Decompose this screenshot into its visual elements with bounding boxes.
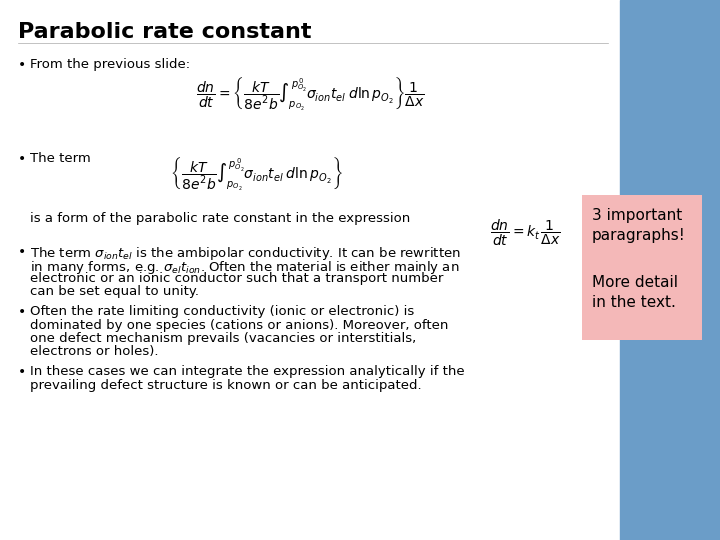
Text: $\dfrac{dn}{dt} = \left\{ \dfrac{kT}{8e^2b} \int_{p_{O_2}}^{p_{O_2}^{\,0}} \sigm: $\dfrac{dn}{dt} = \left\{ \dfrac{kT}{8e^… [196,75,424,112]
Text: •: • [18,365,26,379]
Text: $\left\{ \dfrac{kT}{8e^2b} \int_{p_{O_2}}^{p_{O_2}^{\,0}} \sigma_{ion}t_{el}\; d: $\left\{ \dfrac{kT}{8e^2b} \int_{p_{O_2}… [170,155,343,192]
Text: •: • [18,245,26,259]
Text: in many forms, e.g. $\sigma_{el}t_{ion}$. Often the material is either mainly an: in many forms, e.g. $\sigma_{el}t_{ion}$… [30,259,459,275]
Text: one defect mechanism prevails (vacancies or interstitials,: one defect mechanism prevails (vacancies… [30,332,416,345]
Text: Often the rate limiting conductivity (ionic or electronic) is: Often the rate limiting conductivity (io… [30,305,414,318]
Text: electronic or an ionic conductor such that a transport number: electronic or an ionic conductor such th… [30,272,444,285]
Text: Parabolic rate constant: Parabolic rate constant [18,22,312,42]
Text: $\dfrac{dn}{dt} = k_t\, \dfrac{1}{\Delta x}$: $\dfrac{dn}{dt} = k_t\, \dfrac{1}{\Delta… [490,218,561,248]
FancyBboxPatch shape [582,195,702,340]
Text: From the previous slide:: From the previous slide: [30,58,190,71]
Text: prevailing defect structure is known or can be anticipated.: prevailing defect structure is known or … [30,379,422,392]
Text: 3 important
paragraphs!: 3 important paragraphs! [592,208,685,243]
Text: In these cases we can integrate the expression analytically if the: In these cases we can integrate the expr… [30,365,464,378]
Text: dominated by one species (cations or anions). Moreover, often: dominated by one species (cations or ani… [30,319,449,332]
Text: is a form of the parabolic rate constant in the expression: is a form of the parabolic rate constant… [30,212,410,225]
Text: •: • [18,58,26,72]
Text: electrons or holes).: electrons or holes). [30,346,158,359]
Text: can be set equal to unity.: can be set equal to unity. [30,286,199,299]
Bar [620,0,720,540]
Text: The term $\sigma_{ion}t_{el}$ is the ambipolar conductivity. It can be rewritten: The term $\sigma_{ion}t_{el}$ is the amb… [30,245,461,262]
Text: The term: The term [30,152,91,165]
Text: •: • [18,305,26,319]
Text: More detail
in the text.: More detail in the text. [592,275,678,310]
Text: •: • [18,152,26,166]
